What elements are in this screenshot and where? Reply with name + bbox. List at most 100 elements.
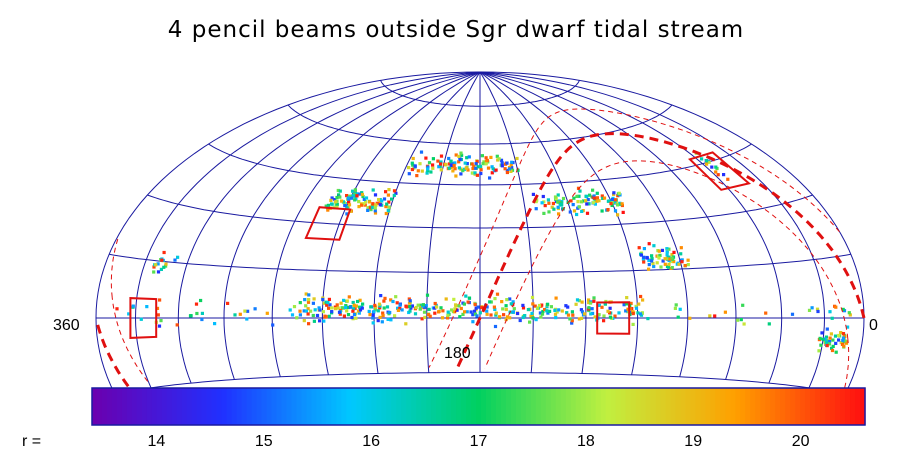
star-point: [414, 305, 418, 310]
colorbar-swatch: [560, 388, 567, 425]
star-point: [387, 200, 391, 204]
star-point: [639, 294, 643, 299]
star-point: [490, 171, 494, 175]
meridian-line: [479, 71, 587, 374]
star-point: [420, 317, 424, 321]
star-point: [556, 193, 560, 197]
star-point: [551, 201, 555, 206]
colorbar-swatch: [600, 388, 607, 425]
colorbar-swatch: [660, 388, 667, 425]
star-point: [388, 310, 392, 315]
colorbar-swatch: [525, 388, 532, 425]
star-point: [680, 258, 684, 262]
colorbar-swatch: [276, 388, 283, 425]
star-point: [830, 316, 834, 320]
colorbar-swatch: [610, 388, 617, 425]
star-point: [842, 344, 846, 348]
star-point: [176, 255, 180, 259]
star-point: [271, 323, 275, 327]
star-point: [459, 306, 463, 311]
star-points: [115, 150, 852, 354]
star-point: [587, 306, 591, 310]
star-point: [355, 194, 359, 198]
star-point: [426, 169, 430, 173]
star-point: [453, 307, 457, 311]
star-point: [400, 308, 404, 312]
star-point: [374, 203, 378, 207]
star-point: [616, 194, 620, 198]
star-point: [618, 202, 622, 206]
star-point: [634, 304, 638, 308]
colorbar-swatch: [466, 388, 472, 425]
star-point: [511, 300, 515, 304]
star-point: [566, 313, 571, 317]
star-point: [303, 298, 307, 302]
star-point: [475, 173, 479, 177]
star-point: [479, 168, 483, 172]
star-point: [413, 164, 417, 168]
star-point: [342, 298, 346, 302]
star-point: [465, 162, 469, 166]
star-point: [501, 307, 505, 311]
star-point: [377, 198, 381, 202]
star-point: [188, 314, 193, 318]
star-point: [631, 322, 635, 326]
star-point: [657, 256, 661, 260]
star-point: [580, 209, 584, 213]
star-point: [389, 298, 393, 302]
star-point: [357, 200, 361, 204]
star-point: [480, 305, 484, 310]
star-point: [461, 169, 465, 173]
star-point: [538, 311, 542, 315]
star-point: [370, 205, 374, 210]
star-point: [452, 297, 456, 301]
star-point: [439, 162, 443, 166]
star-point: [647, 242, 651, 246]
colorbar-swatch: [206, 388, 213, 425]
colorbar-swatch: [256, 388, 263, 425]
colorbar-swatch: [530, 388, 537, 425]
colorbar-swatch: [540, 388, 547, 425]
colorbar-swatch: [640, 388, 647, 425]
star-point: [841, 332, 846, 336]
star-point: [667, 262, 671, 267]
star-point: [418, 162, 422, 166]
star-point: [312, 319, 316, 323]
star-point: [569, 199, 573, 203]
star-point: [312, 297, 316, 301]
meridian-line: [271, 71, 481, 377]
star-point: [427, 313, 431, 317]
star-point: [677, 262, 681, 266]
star-point: [647, 258, 651, 263]
star-point: [505, 161, 509, 165]
star-point: [361, 194, 365, 199]
star-point: [593, 315, 597, 319]
star-point: [295, 316, 299, 320]
star-point: [463, 310, 467, 314]
star-point: [311, 301, 315, 305]
star-point: [493, 297, 497, 301]
star-point: [642, 247, 646, 251]
colorbar-swatch: [296, 388, 303, 425]
star-point: [413, 312, 418, 316]
star-point: [446, 313, 450, 317]
star-point: [156, 270, 161, 274]
colorbar-swatch: [341, 388, 347, 425]
star-point: [846, 325, 850, 329]
star-point: [624, 309, 628, 313]
star-point: [485, 312, 489, 316]
star-point: [660, 248, 664, 252]
star-point: [815, 307, 820, 311]
star-point: [534, 200, 538, 204]
star-point: [841, 336, 846, 340]
star-point: [426, 167, 430, 171]
star-point: [318, 319, 322, 323]
star-point: [352, 312, 357, 317]
star-point: [416, 169, 420, 173]
star-point: [516, 311, 520, 316]
star-point: [837, 333, 841, 338]
star-point: [540, 312, 545, 316]
star-point: [593, 196, 597, 200]
star-point: [531, 302, 535, 306]
star-point: [378, 306, 382, 310]
